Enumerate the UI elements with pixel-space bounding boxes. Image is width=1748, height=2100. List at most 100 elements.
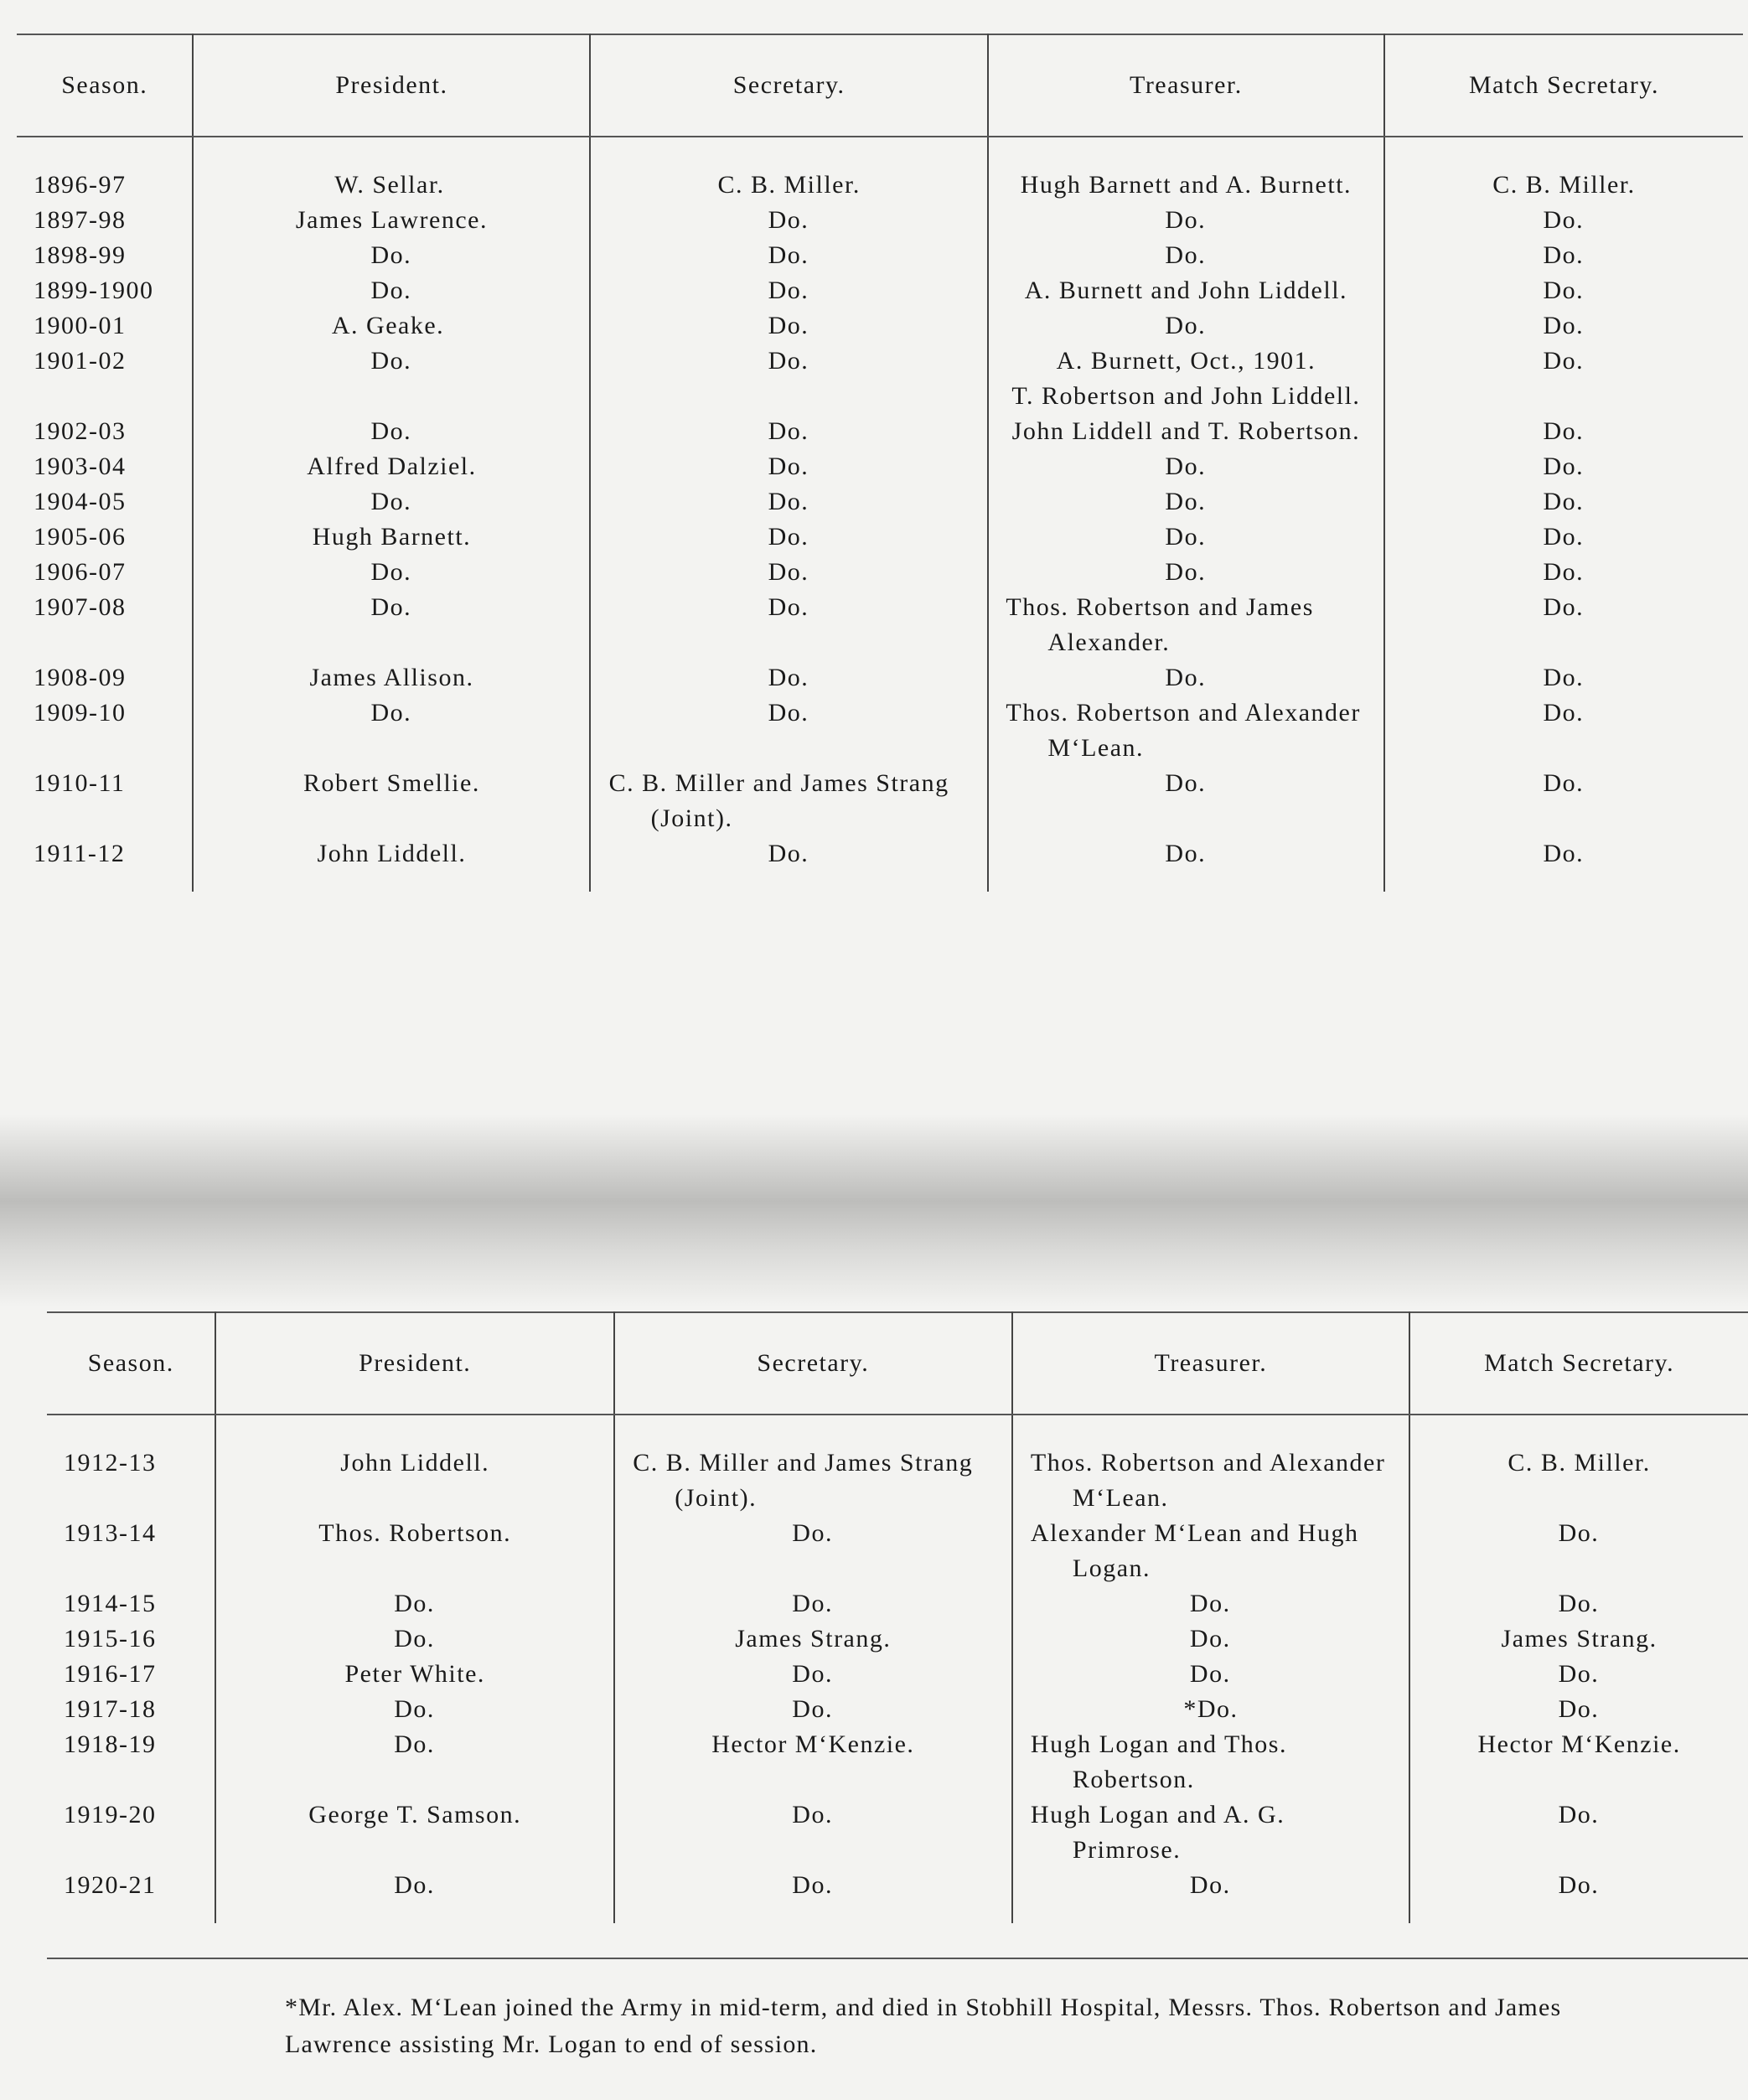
cell: Do. [613, 1692, 1012, 1727]
cell-text: Do. [996, 308, 1377, 344]
text: Do. [394, 1871, 435, 1899]
cell-text: Do. [1417, 1692, 1741, 1727]
text: Hugh Logan and A. G. Primrose. [1030, 1801, 1285, 1864]
text: Do. [1558, 1519, 1600, 1547]
cell-text: 1914-15 [64, 1586, 208, 1622]
cell-text: Do. [1392, 273, 1736, 308]
row: 1917-18 Do. Do. *Do. Do. [47, 1692, 1748, 1727]
text: Do. [792, 1801, 833, 1828]
text: Thos. Robertson and James Alexander. [1006, 593, 1314, 656]
text: 1911-12 [34, 840, 126, 867]
table-head: Season. President. Secretary. Treasurer. Mat… [47, 1312, 1748, 1415]
cell: A. Burnett and John Liddell. [986, 273, 1384, 308]
text: 1912-13 [64, 1449, 157, 1477]
cell-text: 1906-07 [34, 555, 185, 590]
text: C. B. Miller. [1492, 171, 1636, 199]
row: 1909-10 Do. Do. Thos. Robertson and Alexand… [17, 696, 1743, 766]
column-header: President. [192, 34, 591, 137]
text: 1905-06 [34, 523, 127, 551]
cell: 1914-15 [47, 1586, 215, 1622]
text: 1916-17 [64, 1660, 157, 1688]
cell-text: Do. [1417, 1657, 1741, 1692]
cell: Do. [192, 414, 591, 449]
cell: Do. [589, 520, 988, 555]
cell-text: Do. [200, 273, 582, 308]
cell: Do. [1383, 696, 1743, 766]
text: George T. Samson. [308, 1801, 522, 1828]
text: 1915-16 [64, 1625, 157, 1653]
cell: Do. [589, 555, 988, 590]
cell-text: A. Geake. [200, 308, 582, 344]
cell-text: Do. [223, 1692, 607, 1727]
cell: Thos. Robertson and Alexander M‘Lean. [986, 696, 1384, 766]
cell: 1911-12 [17, 836, 193, 892]
cell-text: *Do. [1020, 1692, 1403, 1727]
text: Do. [792, 1871, 833, 1899]
rule [47, 1958, 1748, 1959]
row: 1911-12 John Liddell. Do. Do. Do. [17, 836, 1743, 892]
text: Do. [1165, 523, 1207, 551]
text: 1902-03 [34, 417, 127, 445]
cell: Do. [1383, 414, 1743, 449]
cell-text: Do. [622, 1586, 1005, 1622]
cell-text: Do. [1020, 1868, 1403, 1903]
cell-text: Hugh Logan and Thos. Robertson. [1020, 1727, 1403, 1797]
cell: 1917-18 [47, 1692, 215, 1727]
cell-text: Do. [597, 696, 980, 731]
text: 1919-20 [64, 1801, 157, 1828]
cell: Hugh Barnett and A. Burnett. [986, 137, 1384, 203]
cell: Do. [589, 696, 988, 766]
text: C. B. Miller and James Strang (Joint). [608, 769, 949, 832]
text: Do. [1543, 417, 1585, 445]
text: Do. [1543, 840, 1585, 867]
cell: 1918-19 [47, 1727, 215, 1797]
text: Do. [1543, 347, 1585, 375]
text: 1918-19 [64, 1730, 157, 1758]
text: Do. [792, 1660, 833, 1688]
row: 1910-11 Robert Smellie. C. B. Miller and J… [17, 766, 1743, 836]
cell-text: Do. [996, 238, 1377, 273]
cell-text: Thos. Robertson and Alexander M‘Lean. [996, 696, 1377, 766]
cell-text: Hector M‘Kenzie. [1417, 1727, 1741, 1762]
text: Do. [1165, 241, 1207, 269]
cell-text: Do. [200, 414, 582, 449]
text: Do. [370, 593, 412, 621]
text: Do. [1189, 1871, 1231, 1899]
cell: C. B. Miller. [1409, 1415, 1748, 1516]
cell-text: T. Robertson and John Liddell. [996, 379, 1377, 414]
text: Do. [370, 417, 412, 445]
text: Alfred Dalziel. [307, 453, 477, 480]
text: Do. [1543, 699, 1585, 727]
text: Do. [394, 1625, 435, 1653]
cell-text: 1901-02 [34, 344, 185, 379]
text: A. Burnett, Oct., 1901. [1056, 347, 1316, 375]
cell-text: C. B. Miller and James Strang (Joint). [597, 766, 980, 836]
text: James Lawrence. [295, 206, 488, 234]
row: 1903-04 Alfred Dalziel. Do. Do. Do. [17, 449, 1743, 484]
cell-text: John Liddell. [223, 1446, 607, 1481]
cell-text: Do. [622, 1657, 1005, 1692]
cell: Do. [1409, 1692, 1748, 1727]
text: 1917-18 [64, 1695, 157, 1723]
text: W. Sellar. [334, 171, 445, 199]
cell: George T. Samson. [215, 1797, 615, 1868]
cell: 1907-08 [17, 590, 193, 660]
cell-text: 1904-05 [34, 484, 185, 520]
cell: Do. [589, 660, 988, 696]
text: 1906-07 [34, 558, 127, 586]
row: 1902-03 Do. Do. John Liddell and T. Roberts… [17, 414, 1743, 449]
text: Do. [1543, 593, 1585, 621]
cell: Do. [1383, 484, 1743, 520]
text: Do. [1165, 558, 1207, 586]
cell: Do. [1383, 555, 1743, 590]
row: 1915-16 Do. James Strang. Do. James Strang. [47, 1622, 1748, 1657]
cell: James Strang. [1409, 1622, 1748, 1657]
cell-text: 1907-08 [34, 590, 185, 625]
cell-text: Do. [1392, 308, 1736, 344]
text: Do. [1558, 1695, 1600, 1723]
cell: Do. [613, 1657, 1012, 1692]
page-fold [0, 1115, 1748, 1307]
cell-text: Do. [996, 520, 1377, 555]
text: Do. [1543, 769, 1585, 797]
